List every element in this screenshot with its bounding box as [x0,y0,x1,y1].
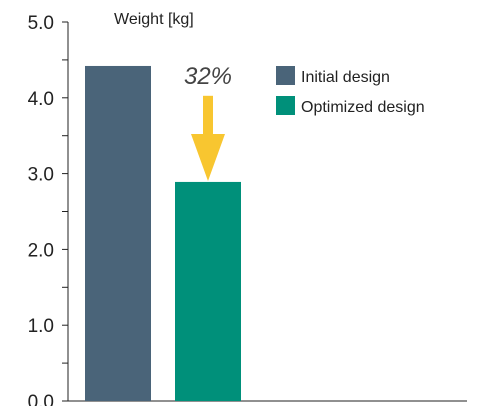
y-tick-label: 5.0 [28,13,54,34]
legend-label: Initial design [301,69,390,86]
legend: Initial design Optimized design [276,66,425,116]
bar-initial-design [85,65,151,402]
y-axis-label: Weight [kg] [114,11,194,28]
y-tick-label: 4.0 [28,89,54,110]
y-tick-label: 2.0 [28,240,54,261]
y-axis-ticks: 0.0 1.0 2.0 3.0 4.0 5.0 [28,13,68,406]
reduction-annotation: 32% [184,63,232,181]
y-tick-label: 0.0 [28,392,54,406]
legend-label: Optimized design [301,99,425,116]
arrow-down-icon [191,133,225,181]
bars [85,65,241,402]
y-tick-label: 3.0 [28,165,54,186]
bar-optimized-design [175,181,241,401]
legend-swatch [276,96,295,115]
reduction-percent-label: 32% [184,63,232,90]
legend-swatch [276,66,295,85]
y-tick-label: 1.0 [28,316,54,337]
arrow-shaft [203,95,213,135]
